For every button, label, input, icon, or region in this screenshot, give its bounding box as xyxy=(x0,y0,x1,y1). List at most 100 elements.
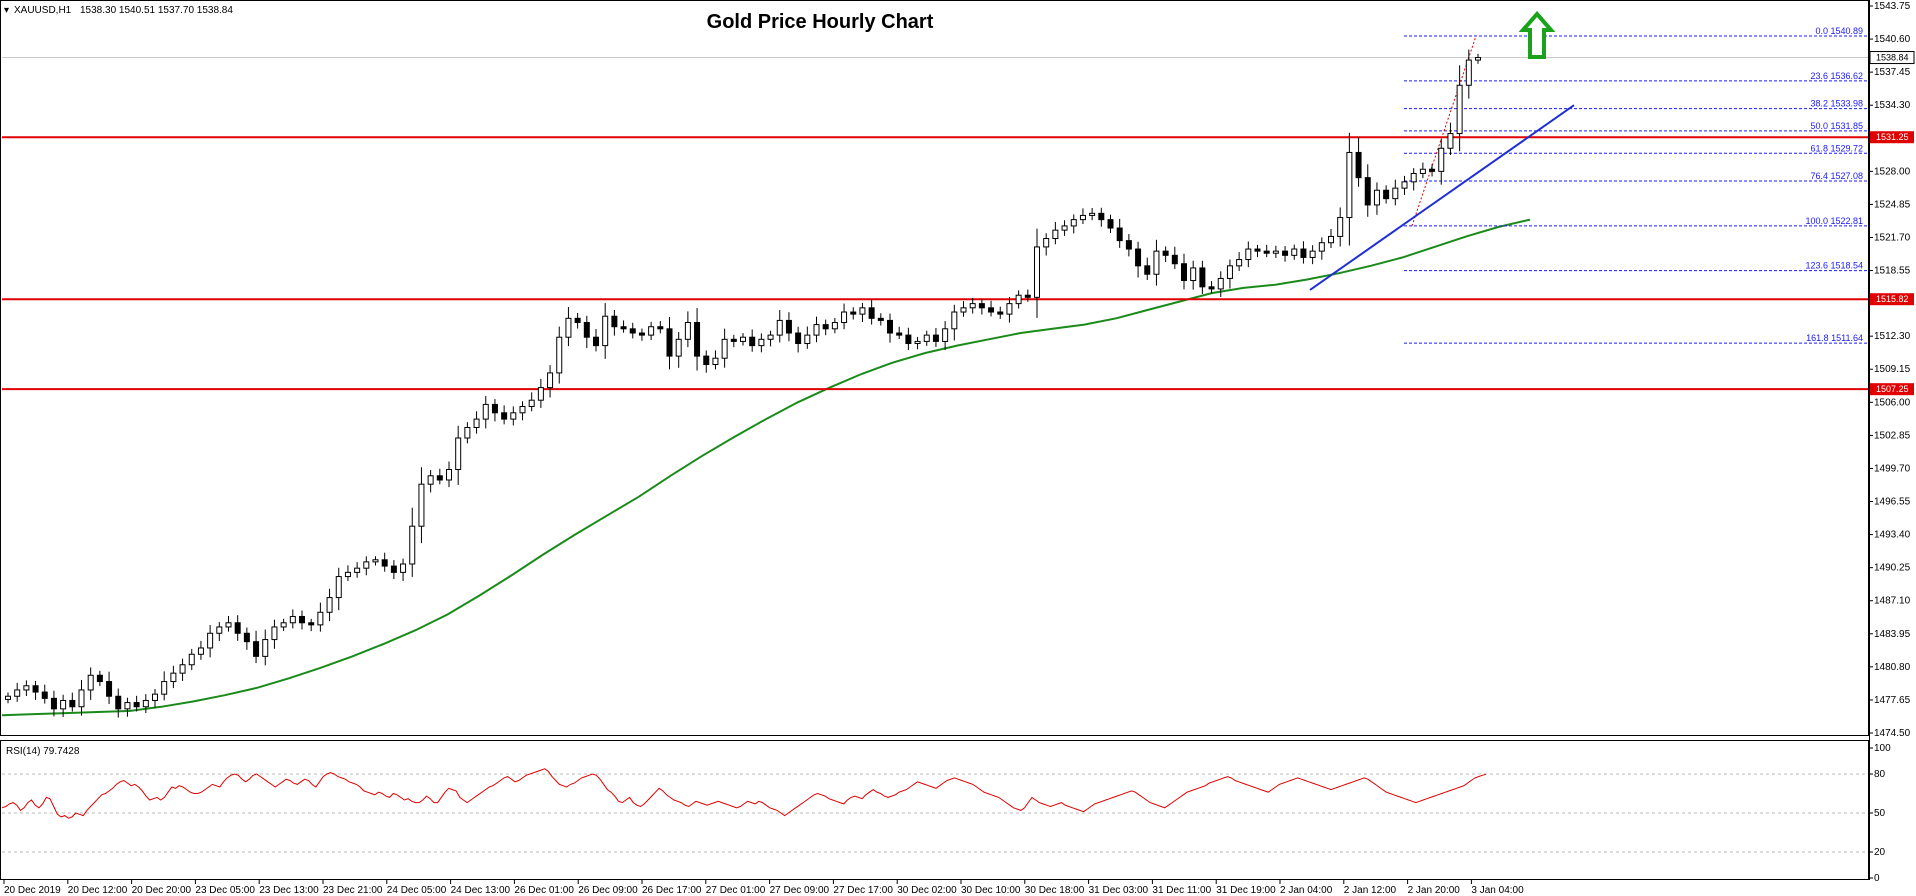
candle-body xyxy=(657,326,664,330)
rsi-tick-label: 20 xyxy=(1874,847,1886,858)
x-tick-label: 2 Jan 20:00 xyxy=(1408,885,1461,896)
price-tag-bg xyxy=(1870,293,1914,306)
candle-body xyxy=(1355,151,1362,179)
candle-body xyxy=(547,372,554,389)
candle-body xyxy=(96,674,103,683)
candle-body xyxy=(1208,286,1215,290)
candle-body xyxy=(14,689,21,697)
candle-body xyxy=(216,626,223,634)
x-tick-label: 31 Dec 03:00 xyxy=(1089,885,1149,896)
x-tick-label: 26 Dec 17:00 xyxy=(642,885,702,896)
x-tick-label: 24 Dec 13:00 xyxy=(451,885,511,896)
candle-body xyxy=(1429,168,1436,172)
fib-label: 100.0 1522.81 xyxy=(1805,216,1863,226)
candle-body xyxy=(1318,242,1325,252)
candle-body xyxy=(896,332,903,336)
candle-body xyxy=(785,319,792,334)
candle-body xyxy=(363,561,370,569)
candle-body xyxy=(106,681,113,697)
candle-body xyxy=(60,699,67,710)
rsi-y-axis: 100 80 50 20 0 xyxy=(2,743,1891,884)
rsi-panel-frame xyxy=(0,740,1869,880)
candle-body xyxy=(1079,214,1086,221)
up-arrow-shape xyxy=(1518,10,1556,59)
y-tick-label: 1528.00 xyxy=(1874,166,1911,177)
x-tick-label: 23 Dec 13:00 xyxy=(259,885,319,896)
candle-body xyxy=(887,319,893,334)
candle-body xyxy=(1015,294,1022,305)
candle-body xyxy=(1364,177,1371,206)
candle-body xyxy=(776,319,783,336)
candle-body xyxy=(124,702,131,710)
candle-body xyxy=(960,307,967,313)
candle-body xyxy=(730,338,737,342)
x-tick-label: 23 Dec 05:00 xyxy=(195,885,255,896)
x-tick-label: 27 Dec 17:00 xyxy=(833,885,893,896)
y-tick-label: 1477.65 xyxy=(1874,695,1911,706)
candle-body xyxy=(1309,250,1316,258)
price-tag-bg xyxy=(1870,131,1914,144)
x-tick-label: 30 Dec 10:00 xyxy=(961,885,1021,896)
candle-body xyxy=(262,639,269,657)
candle-body xyxy=(1034,246,1040,298)
y-tick-label: 1524.85 xyxy=(1874,199,1911,210)
x-axis: 20 Dec 2019 20 Dec 12:00 20 Dec 20:00 23 De… xyxy=(3,880,1524,896)
x-tick-label: 2 Jan 12:00 xyxy=(1344,885,1397,896)
up-arrow-icon xyxy=(1518,10,1556,59)
y-tick-label: 1509.15 xyxy=(1874,364,1911,375)
candle-body xyxy=(464,427,471,439)
candle-body xyxy=(813,324,820,336)
rsi-tick-label: 80 xyxy=(1874,769,1886,780)
candle-body xyxy=(831,322,838,330)
fib-label: 0.0 1540.89 xyxy=(1815,26,1863,36)
candle-body xyxy=(1153,250,1160,275)
candle-body xyxy=(942,328,949,342)
candle-body xyxy=(1456,84,1463,135)
candle-body xyxy=(574,317,581,324)
y-tick-label: 1521.70 xyxy=(1874,232,1911,243)
candle-body xyxy=(914,340,921,345)
candle-body xyxy=(1282,250,1289,256)
price-tag-bg xyxy=(1870,383,1914,396)
candle-body xyxy=(32,685,39,693)
candle-body xyxy=(436,475,443,481)
candle-body xyxy=(638,332,645,336)
candle-body xyxy=(1116,227,1123,242)
candle-body xyxy=(1337,217,1344,237)
candle-body xyxy=(528,399,535,408)
candle-body xyxy=(188,653,195,666)
y-tick-label: 1496.55 xyxy=(1874,497,1911,508)
candle-body xyxy=(1217,277,1224,290)
candle-body xyxy=(170,672,177,683)
rsi-tick-label: 50 xyxy=(1874,808,1886,819)
candle-body xyxy=(758,338,765,347)
support-resistance-lines xyxy=(2,57,1868,391)
candle-body xyxy=(1300,248,1307,258)
y-tick-label: 1540.60 xyxy=(1874,34,1911,45)
x-tick-label: 27 Dec 01:00 xyxy=(706,885,766,896)
candle-body xyxy=(1162,250,1169,256)
y-tick-label: 1534.30 xyxy=(1874,100,1911,111)
x-tick-label: 31 Dec 11:00 xyxy=(1152,885,1211,896)
y-tick-label: 1499.70 xyxy=(1874,463,1911,474)
x-tick-label: 23 Dec 21:00 xyxy=(323,885,383,896)
fib-label: 38.2 1533.98 xyxy=(1810,99,1863,109)
y-tick-label: 1506.00 xyxy=(1874,397,1911,408)
chart-title: Gold Price Hourly Chart xyxy=(707,11,934,33)
candle-body xyxy=(1373,189,1380,206)
candle-body xyxy=(1098,212,1105,221)
candle-body xyxy=(877,317,884,321)
price-tag-label: 1507.25 xyxy=(1876,384,1909,394)
moving-average xyxy=(1,218,1531,717)
candle-body xyxy=(859,307,866,315)
candle-body xyxy=(694,322,701,357)
candle-body xyxy=(344,571,351,578)
candle-body xyxy=(1190,267,1197,282)
candle-body xyxy=(648,326,655,336)
candle-body xyxy=(666,328,673,357)
y-tick-label: 1493.40 xyxy=(1874,530,1911,541)
candle-body xyxy=(767,334,774,340)
candle-body xyxy=(932,334,939,342)
symbol-label: XAUUSD,H1 xyxy=(14,5,72,16)
candle-body xyxy=(427,475,434,485)
